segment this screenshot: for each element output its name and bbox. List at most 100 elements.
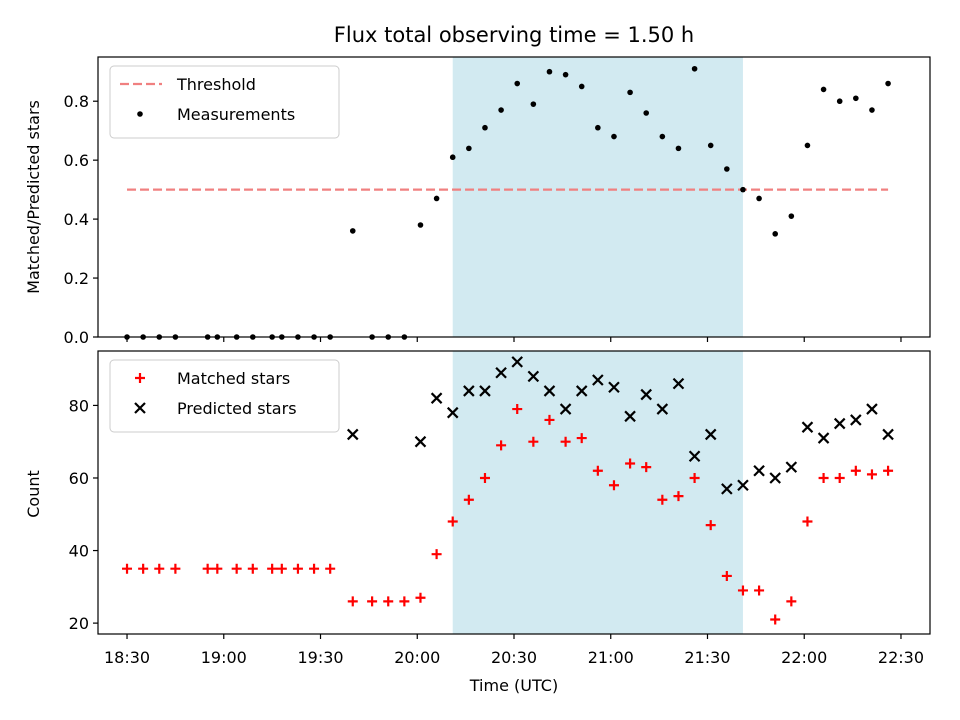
data-point (417, 222, 424, 228)
legend-swatch (134, 402, 146, 414)
data-point (754, 585, 765, 596)
x-tick-label: 21:30 (684, 648, 730, 667)
data-point (608, 381, 620, 394)
legend-label: Matched stars (177, 369, 290, 388)
data-point (575, 385, 588, 397)
series-predicted-stars (346, 356, 894, 495)
data-point (817, 432, 830, 444)
data-point (466, 145, 472, 152)
legend-label: Measurements (177, 105, 295, 124)
data-point (479, 385, 491, 397)
x-tick-label: 18:30 (104, 648, 150, 667)
data-point (691, 65, 698, 72)
data-point (675, 145, 682, 152)
data-point (528, 436, 539, 447)
data-point (850, 414, 862, 426)
x-tick-label: 20:30 (491, 648, 537, 667)
x-tick-label: 20:00 (394, 648, 440, 667)
data-point (740, 186, 746, 193)
data-point (801, 421, 814, 433)
data-point (883, 465, 894, 476)
legend: Matched stars Predicted stars (109, 359, 340, 433)
x-tick-label: 21:00 (588, 648, 634, 667)
data-point (495, 366, 507, 379)
y-tick-label: 20 (69, 614, 89, 633)
data-point (866, 469, 877, 480)
data-point (820, 86, 827, 93)
data-point (704, 428, 717, 441)
data-point (611, 133, 617, 140)
data-point (641, 462, 652, 473)
data-point (276, 563, 287, 574)
data-point (737, 479, 749, 492)
data-point (721, 570, 732, 581)
data-point (346, 428, 359, 441)
data-point (527, 370, 540, 383)
y-tick-label: 0.2 (64, 269, 89, 288)
data-point (267, 563, 278, 574)
data-point (578, 83, 585, 90)
data-point (446, 406, 459, 419)
data-point (595, 124, 601, 131)
data-point (673, 491, 684, 502)
observing-window-span (452, 351, 743, 634)
data-point (415, 592, 426, 603)
data-point (688, 450, 701, 462)
data-point (659, 133, 666, 140)
data-point (643, 110, 650, 116)
data-point (576, 433, 587, 444)
data-point (447, 516, 458, 527)
data-point (707, 142, 714, 149)
data-point (212, 563, 223, 574)
data-point (656, 403, 669, 415)
y-axis-label-bottom: Count (24, 470, 43, 518)
legend-box (109, 65, 340, 139)
data-point (562, 71, 569, 78)
data-point (347, 596, 358, 607)
data-point (546, 68, 553, 75)
data-point (292, 563, 303, 574)
data-point (463, 494, 474, 505)
data-point (640, 388, 652, 401)
y-tick-label: 0.6 (64, 151, 89, 170)
data-point (514, 80, 521, 87)
y-tick-label: 60 (69, 469, 89, 488)
data-point (818, 472, 829, 483)
data-point (785, 461, 798, 473)
data-point (756, 195, 762, 202)
y-tick-label: 40 (69, 542, 89, 561)
legend-label: Threshold (176, 75, 256, 94)
data-point (325, 563, 336, 574)
data-point (689, 472, 700, 483)
data-point (721, 483, 733, 495)
data-point (383, 596, 394, 607)
data-point (309, 563, 320, 574)
ratio-panel: 0.0 0.2 0.4 0.6 0.8 Threshold Measurements (64, 56, 931, 347)
legend: Threshold Measurements (109, 65, 340, 139)
data-point (672, 377, 685, 390)
y-tick-label: 80 (69, 396, 89, 415)
data-point (625, 458, 636, 469)
data-point (430, 392, 443, 404)
data-point (769, 472, 781, 484)
y-tick-label: 0.0 (64, 328, 89, 347)
data-point (399, 596, 410, 607)
data-point (853, 95, 859, 102)
data-point (737, 585, 748, 596)
data-point (724, 166, 730, 172)
data-point (802, 516, 813, 527)
data-point (449, 154, 456, 161)
data-point (753, 464, 765, 477)
data-point (834, 472, 845, 483)
y-axis-label-top: Matched/Predicted stars (24, 100, 43, 294)
data-point (367, 596, 378, 607)
x-tick-label: 19:30 (297, 648, 343, 667)
x-tick-label: 19:00 (201, 648, 247, 667)
data-point (122, 563, 133, 574)
data-point (705, 520, 716, 531)
data-point (836, 98, 843, 105)
data-point (349, 228, 356, 234)
data-point (592, 465, 603, 476)
data-point (433, 195, 440, 202)
legend-label: Predicted stars (177, 399, 297, 418)
